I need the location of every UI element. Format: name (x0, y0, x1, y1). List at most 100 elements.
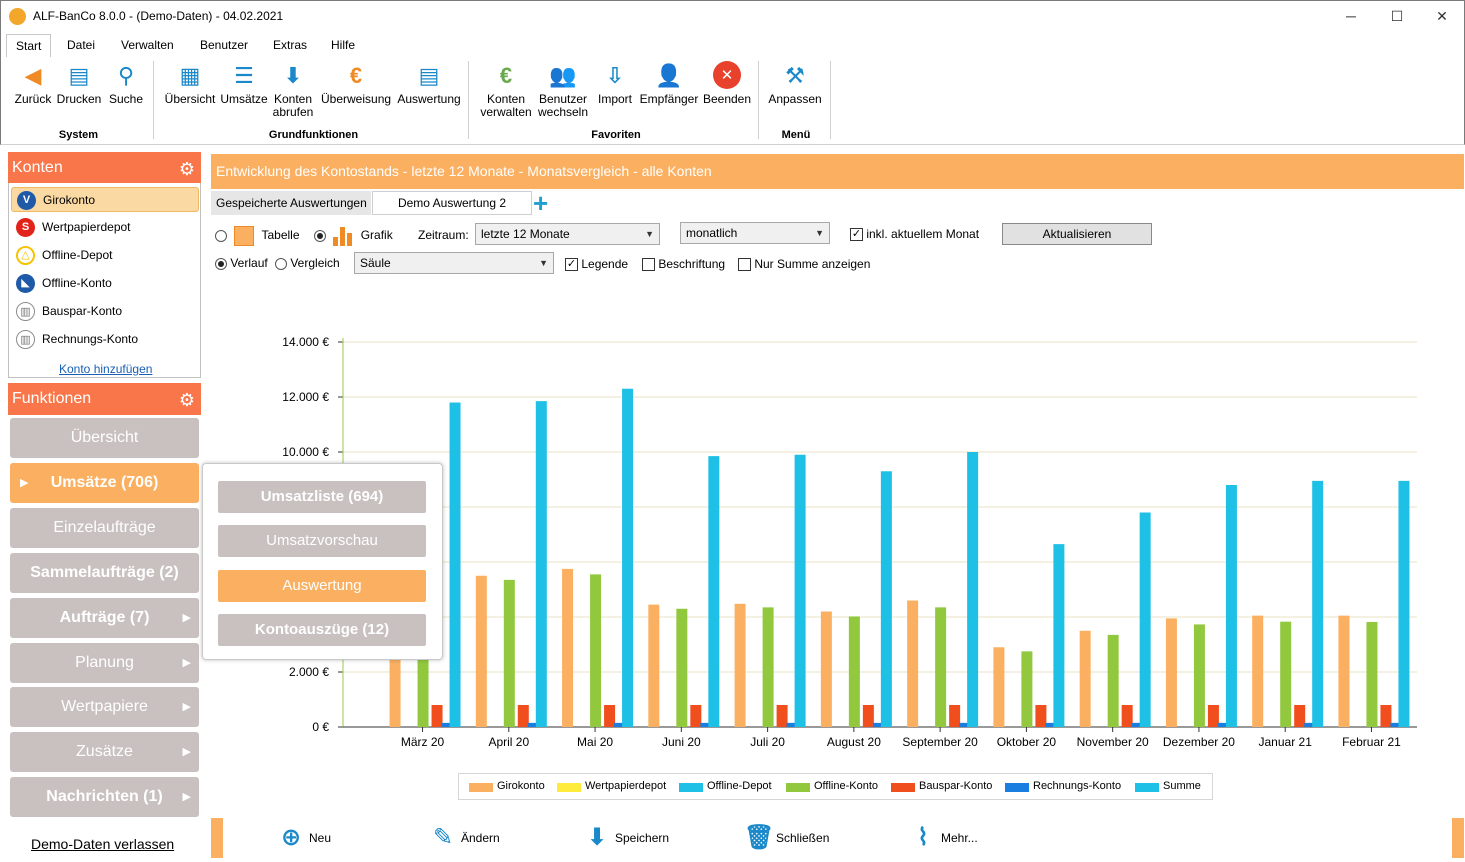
radio-tabelle-circle[interactable] (215, 230, 227, 242)
ribbon-button-money-bag[interactable]: € Konten verwalten (471, 59, 541, 119)
funktion-button-4[interactable]: Aufträge (7) ▶ (10, 597, 199, 638)
checkbox-legende-box[interactable]: ✓ (565, 258, 578, 272)
ribbon-button-users[interactable]: 👥 Benutzer wechseln (528, 59, 598, 119)
ribbon-button-tools[interactable]: ⚒ Anpassen (760, 59, 830, 106)
expand-arrow-icon: ▶ (20, 476, 29, 489)
legend-swatch (786, 783, 810, 792)
konto-item-girokonto[interactable]: V Girokonto (11, 187, 199, 212)
menu-verwalten[interactable]: Verwalten (121, 38, 174, 52)
funktion-button-3[interactable]: Sammelaufträge (2) (10, 552, 199, 593)
tab-demo-evaluation[interactable]: Demo Auswertung 2 (372, 191, 532, 215)
legend-label: Offline-Konto (814, 780, 879, 792)
submenu-item-2[interactable]: Auswertung (218, 569, 426, 602)
toolbar-accent (211, 818, 223, 858)
minimize-button[interactable]: ─ (1346, 8, 1356, 24)
bar-offline-konto (1280, 621, 1292, 727)
charttype-select[interactable]: Säule ▼ (354, 252, 554, 274)
ribbon-button-exit[interactable]: ✕ Beenden (692, 59, 762, 106)
submenu-arrow-icon: ▶ (182, 746, 191, 759)
ribbon-button-download[interactable]: ⬇ Konten abrufen (258, 59, 328, 119)
checkbox-beschriftung-box[interactable] (642, 258, 655, 272)
submenu-item-1[interactable]: Umsatzvorschau (218, 525, 426, 558)
ribbon-button-overview[interactable]: ▦ Übersicht (155, 59, 225, 106)
funktion-button-6[interactable]: Wertpapiere ▶ (10, 687, 199, 728)
ribbon-button-magnifier[interactable]: ⚲ Suche (91, 59, 161, 106)
funktion-button-0[interactable]: Übersicht (10, 418, 199, 458)
add-account-link[interactable]: Konto hinzufügen (59, 362, 153, 376)
radio-grafik-label: Grafik (360, 228, 393, 243)
checkbox-inkl-monat[interactable]: ✓ inkl. aktuellem Monat (850, 226, 979, 242)
konto-item-rechnungs-konto[interactable]: ▥ Rechnungs-Konto (11, 327, 199, 352)
ribbon-button-recipient[interactable]: 👤 Empfänger (634, 59, 704, 106)
add-tab-plus-icon[interactable]: + (533, 188, 549, 218)
close-button[interactable]: ✕ (1436, 8, 1448, 24)
checkbox-nur-summe-box[interactable] (738, 258, 751, 272)
radio-verlauf-circle[interactable] (215, 257, 227, 270)
radio-vergleich[interactable]: Vergleich (275, 255, 340, 271)
save-download-icon: ⬇ (586, 824, 608, 851)
menu-datei[interactable]: Datei (67, 38, 96, 52)
konten-settings-gear-icon[interactable]: ⚙ (178, 159, 195, 179)
leave-demo-link[interactable]: Demo-Daten verlassen (31, 836, 175, 852)
ribbon-button-back-arrow[interactable]: ◀ Zurück (0, 59, 68, 106)
bar-bauspar-konto (431, 705, 443, 727)
bar-girokonto (820, 611, 832, 727)
funktion-button-1[interactable]: Umsätze (706) ▶ (10, 462, 199, 503)
konten-title: Konten (12, 159, 63, 176)
toolbar-button-4[interactable]: ⌇ Mehr... (909, 824, 978, 852)
menu-hilfe[interactable]: Hilfe (331, 38, 356, 52)
ribbon-button-import[interactable]: ⇩ Import (580, 59, 650, 106)
checkbox-beschriftung[interactable]: Beschriftung (642, 256, 725, 272)
menu-benutzer[interactable]: Benutzer (200, 38, 249, 52)
intervall-select[interactable]: monatlich ▼ (680, 222, 830, 244)
plus-circle-icon: ⊕ (280, 824, 302, 851)
radio-grafik-circle[interactable] (314, 230, 326, 242)
funktion-label: Sammelaufträge (2) (30, 563, 179, 581)
radio-tabelle[interactable]: Tabelle (215, 226, 300, 246)
bar-bauspar-konto (1207, 705, 1219, 727)
checkbox-legende[interactable]: ✓ Legende (565, 256, 628, 272)
tab-saved-evaluations[interactable]: Gespeicherte Auswertungen (211, 191, 371, 215)
konto-item-offline-depot[interactable]: △ Offline-Depot (11, 243, 199, 268)
toolbar-button-0[interactable]: ⊕ Neu (277, 824, 331, 852)
checkbox-inkl-monat-box[interactable]: ✓ (850, 228, 863, 242)
toolbar-button-1[interactable]: ✎ Ändern (429, 824, 500, 852)
toolbar-button-2[interactable]: ⬇ Speichern (583, 824, 669, 852)
funktion-button-5[interactable]: Planung ▶ (10, 642, 199, 683)
menu-start[interactable]: Start (6, 34, 52, 57)
konto-item-wertpapierdepot[interactable]: S Wertpapierdepot (11, 215, 199, 240)
bar-offline-konto (762, 607, 774, 727)
ribbon-button-label: Übersicht (164, 92, 216, 106)
pencil-icon: ✎ (432, 824, 454, 851)
bank-logo-icon: V (17, 191, 36, 210)
bar-bauspar-konto (949, 705, 961, 727)
funktion-button-7[interactable]: Zusätze ▶ (10, 732, 199, 773)
bank-logo-icon: ▥ (16, 302, 35, 321)
submenu-item-3[interactable]: Kontoauszüge (12) (218, 613, 426, 646)
ribbon-button-document[interactable]: ▤ Auswertung (394, 59, 464, 106)
radio-verlauf[interactable]: Verlauf (215, 255, 268, 271)
menu-extras[interactable]: Extras (273, 38, 308, 52)
charttype-value: Säule (360, 256, 391, 270)
funktion-button-8[interactable]: Nachrichten (1) ▶ (10, 777, 199, 818)
funktion-button-2[interactable]: Einzelaufträge (10, 507, 199, 548)
ribbon-button-label: Auswertung (397, 92, 461, 106)
konto-item-offline-konto[interactable]: ◣ Offline-Konto (11, 271, 199, 296)
title-bar: ALF-BanCo 8.0.0 - (Demo-Daten) - 04.02.2… (0, 0, 1465, 31)
checkbox-nur-summe[interactable]: Nur Summe anzeigen (738, 256, 870, 272)
radio-grafik[interactable]: Grafik (314, 226, 393, 246)
zeitraum-select[interactable]: letzte 12 Monate ▼ (475, 223, 660, 245)
ribbon-button-list[interactable]: ☰ Umsätze (209, 59, 279, 106)
submenu-item-0[interactable]: Umsatzliste (694) (218, 481, 426, 513)
bar-offline-konto (1021, 651, 1033, 727)
ribbon-group-favoriten: Favoriten (591, 129, 641, 141)
refresh-button[interactable]: Aktualisieren (1002, 223, 1152, 245)
radio-vergleich-circle[interactable] (275, 257, 287, 270)
legend-item: Summe (1135, 774, 1201, 799)
konto-item-bauspar-konto[interactable]: ▥ Bauspar-Konto (11, 299, 199, 324)
maximize-button[interactable]: ☐ (1390, 8, 1404, 24)
ribbon-button-euro[interactable]: € Überweisung (321, 59, 391, 106)
toolbar-button-3[interactable]: 🗑 Schließen (744, 824, 829, 852)
ribbon-button-printer[interactable]: ▤ Drucken (44, 59, 114, 106)
funktionen-settings-gear-icon[interactable]: ⚙ (178, 390, 195, 410)
